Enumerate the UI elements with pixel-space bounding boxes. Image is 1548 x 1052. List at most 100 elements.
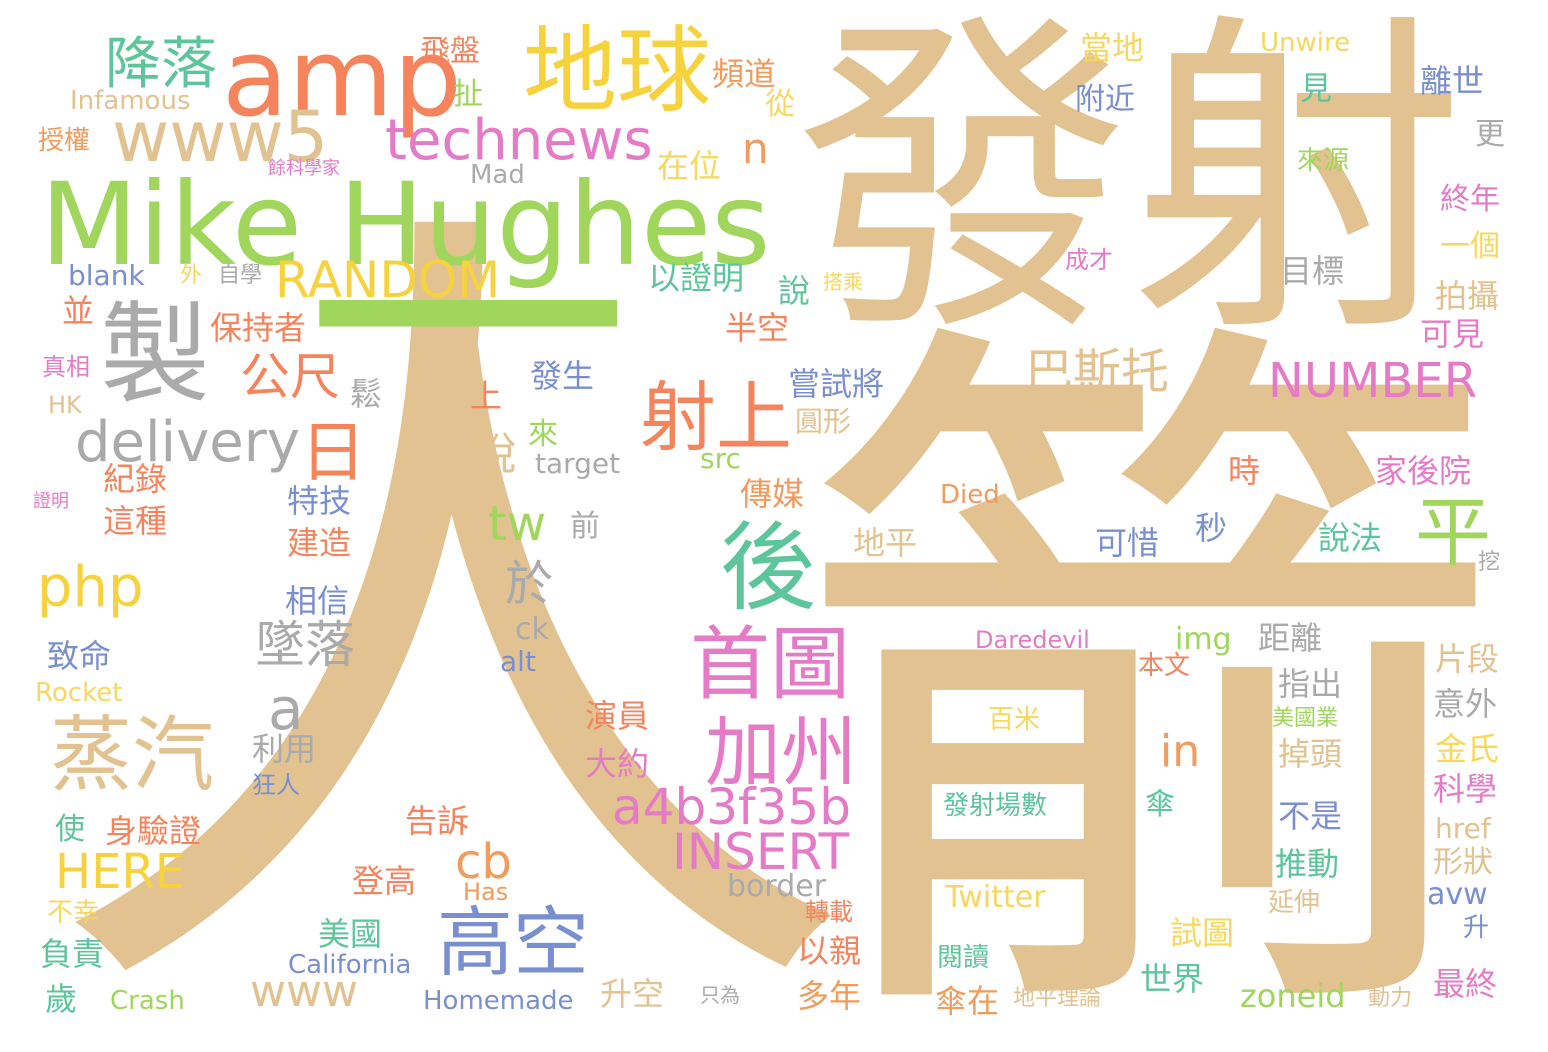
word-juli: 距離 — [1258, 619, 1323, 657]
word-gaokong: 高空 — [437, 898, 589, 987]
word-shi2: 使 — [55, 812, 85, 847]
word-dacheng: 搭乘 — [823, 270, 863, 294]
word-diaotou: 掉頭 — [1278, 735, 1343, 773]
word-california: California — [288, 950, 412, 980]
word-pianduan: 片段 — [1435, 640, 1500, 678]
word-fashechangshu: 發射場數 — [943, 791, 1048, 821]
word-meiguo: 美國 — [318, 915, 383, 953]
word-dayue: 大約 — [585, 745, 650, 783]
word-xingzhuang: 形狀 — [1433, 845, 1493, 880]
word-border: border — [727, 869, 827, 904]
word-fashe: 發射 — [795, 0, 1465, 377]
word-img: img — [1175, 622, 1232, 657]
word-php: php — [37, 555, 144, 620]
word-zhezhong: 這種 — [103, 502, 168, 540]
word-baochizhe: 保持者 — [210, 309, 307, 347]
word-bing: 並 — [62, 292, 95, 330]
word-shenyanzheng: 身驗證 — [105, 812, 202, 850]
word-blank: blank — [68, 259, 145, 292]
word-daredevil: Daredevil — [975, 626, 1090, 654]
word-yuanxing: 圓形 — [795, 405, 852, 438]
word-a4b3f35b: a4b3f35b — [612, 778, 851, 836]
word-mubiao: 目標 — [1280, 252, 1345, 290]
word-xiangxin: 相信 — [285, 582, 350, 620]
word-kejian: 可見 — [1420, 315, 1485, 353]
word-delivery: delivery — [75, 410, 300, 475]
word-liyong: 利用 — [252, 730, 317, 768]
word-jilu: 紀錄 — [103, 460, 168, 498]
word-crash: Crash — [110, 986, 185, 1016]
word-tw: tw — [488, 496, 547, 552]
word-www: www — [250, 966, 358, 1017]
word-href: href — [1435, 812, 1491, 845]
word-kuangren: 狂人 — [252, 771, 300, 799]
word-mad: Mad — [470, 160, 525, 190]
word-zhiming: 致命 — [47, 637, 112, 675]
word-zuizhong: 最終 — [1433, 965, 1498, 1003]
word-song: 鬆 — [350, 375, 383, 413]
word-infamous: Infamous — [70, 86, 191, 116]
word-target: target — [535, 447, 621, 480]
word-diping: 地平 — [853, 524, 918, 562]
word-jian: 箭 — [790, 271, 1510, 1052]
word-a: a — [268, 675, 304, 743]
word-homemade: Homemade — [423, 986, 574, 1016]
word-geng: 更 — [1475, 117, 1505, 152]
word-dipinglilun: 地平理論 — [1013, 986, 1102, 1011]
word-baimi: 百米 — [988, 705, 1041, 735]
word-chuanmei: 傳媒 — [740, 475, 805, 513]
word-yanyuan: 演員 — [585, 697, 650, 735]
word-wa: 挖 — [1478, 550, 1501, 575]
word-ren: 人 — [40, 148, 860, 1052]
word-sui: 歲 — [45, 980, 78, 1018]
word-san: 傘 — [1145, 787, 1175, 822]
word-jiangluo: 降落 — [105, 32, 217, 97]
word-tuo: 脫 — [472, 429, 516, 480]
word-bankong: 半空 — [725, 309, 790, 347]
word-fasheng: 發生 — [530, 357, 595, 395]
word-shuo: 說 — [778, 272, 811, 310]
word-hou: 後 — [720, 512, 816, 624]
word-yukexuejia: 餘科學家 — [268, 158, 340, 179]
word-shengkong: 升空 — [600, 975, 665, 1013]
word-yuedu: 閱讀 — [937, 943, 990, 973]
word-zhuiluo: 墜落 — [255, 616, 355, 674]
word-yi: 一 — [305, 138, 630, 517]
word-jianzao: 建造 — [287, 524, 352, 562]
word-yiqin: 以親 — [797, 932, 862, 970]
word-laiyuan: 來源 — [1297, 146, 1350, 176]
word-zaiwei: 在位 — [657, 147, 722, 185]
word-alt: alt — [500, 645, 536, 678]
word-zhi: 製 — [100, 291, 210, 419]
word-mike-hughes: Mike Hughes — [40, 158, 771, 291]
word-shitu: 試圖 — [1170, 914, 1235, 952]
word-zixue: 自學 — [218, 263, 263, 288]
word-buxing: 不幸 — [47, 898, 100, 928]
word-sanzai: 傘在 — [935, 982, 1000, 1020]
word-avw: avw — [1427, 877, 1488, 912]
word-sheng: 升 — [1463, 913, 1490, 943]
word-che: 扯 — [453, 77, 483, 112]
word-insert: INSERT — [672, 823, 850, 881]
word-n: n — [742, 124, 769, 173]
word-bushi: 不是 — [1278, 797, 1343, 835]
word-dongli: 動力 — [1368, 986, 1413, 1011]
word-zhengqi: 蒸汽 — [50, 708, 215, 803]
word-kexi: 可惜 — [1095, 524, 1160, 562]
word-here: HERE — [55, 844, 186, 900]
word-shuofa: 說法 — [1318, 519, 1383, 557]
word-zhenxiang: 真相 — [42, 353, 90, 381]
word-changshijiang: 嘗試將 — [788, 365, 885, 403]
word-rocket: Rocket — [35, 678, 123, 708]
word-jinshi: 金氏 — [1435, 730, 1500, 768]
word-paishe: 拍攝 — [1435, 277, 1500, 315]
word-yu: 於 — [505, 556, 554, 612]
word-feipan: 飛盤 — [420, 34, 480, 69]
word-jiahouyuan: 家後院 — [1375, 452, 1472, 490]
word-www5: www5 — [112, 96, 329, 178]
word-shoutu: 首圖 — [690, 618, 850, 711]
word-zhuanzai: 轉載 — [805, 898, 853, 926]
word-diqiu: 地球 — [523, 17, 712, 126]
word-zhichu: 指出 — [1278, 665, 1343, 703]
